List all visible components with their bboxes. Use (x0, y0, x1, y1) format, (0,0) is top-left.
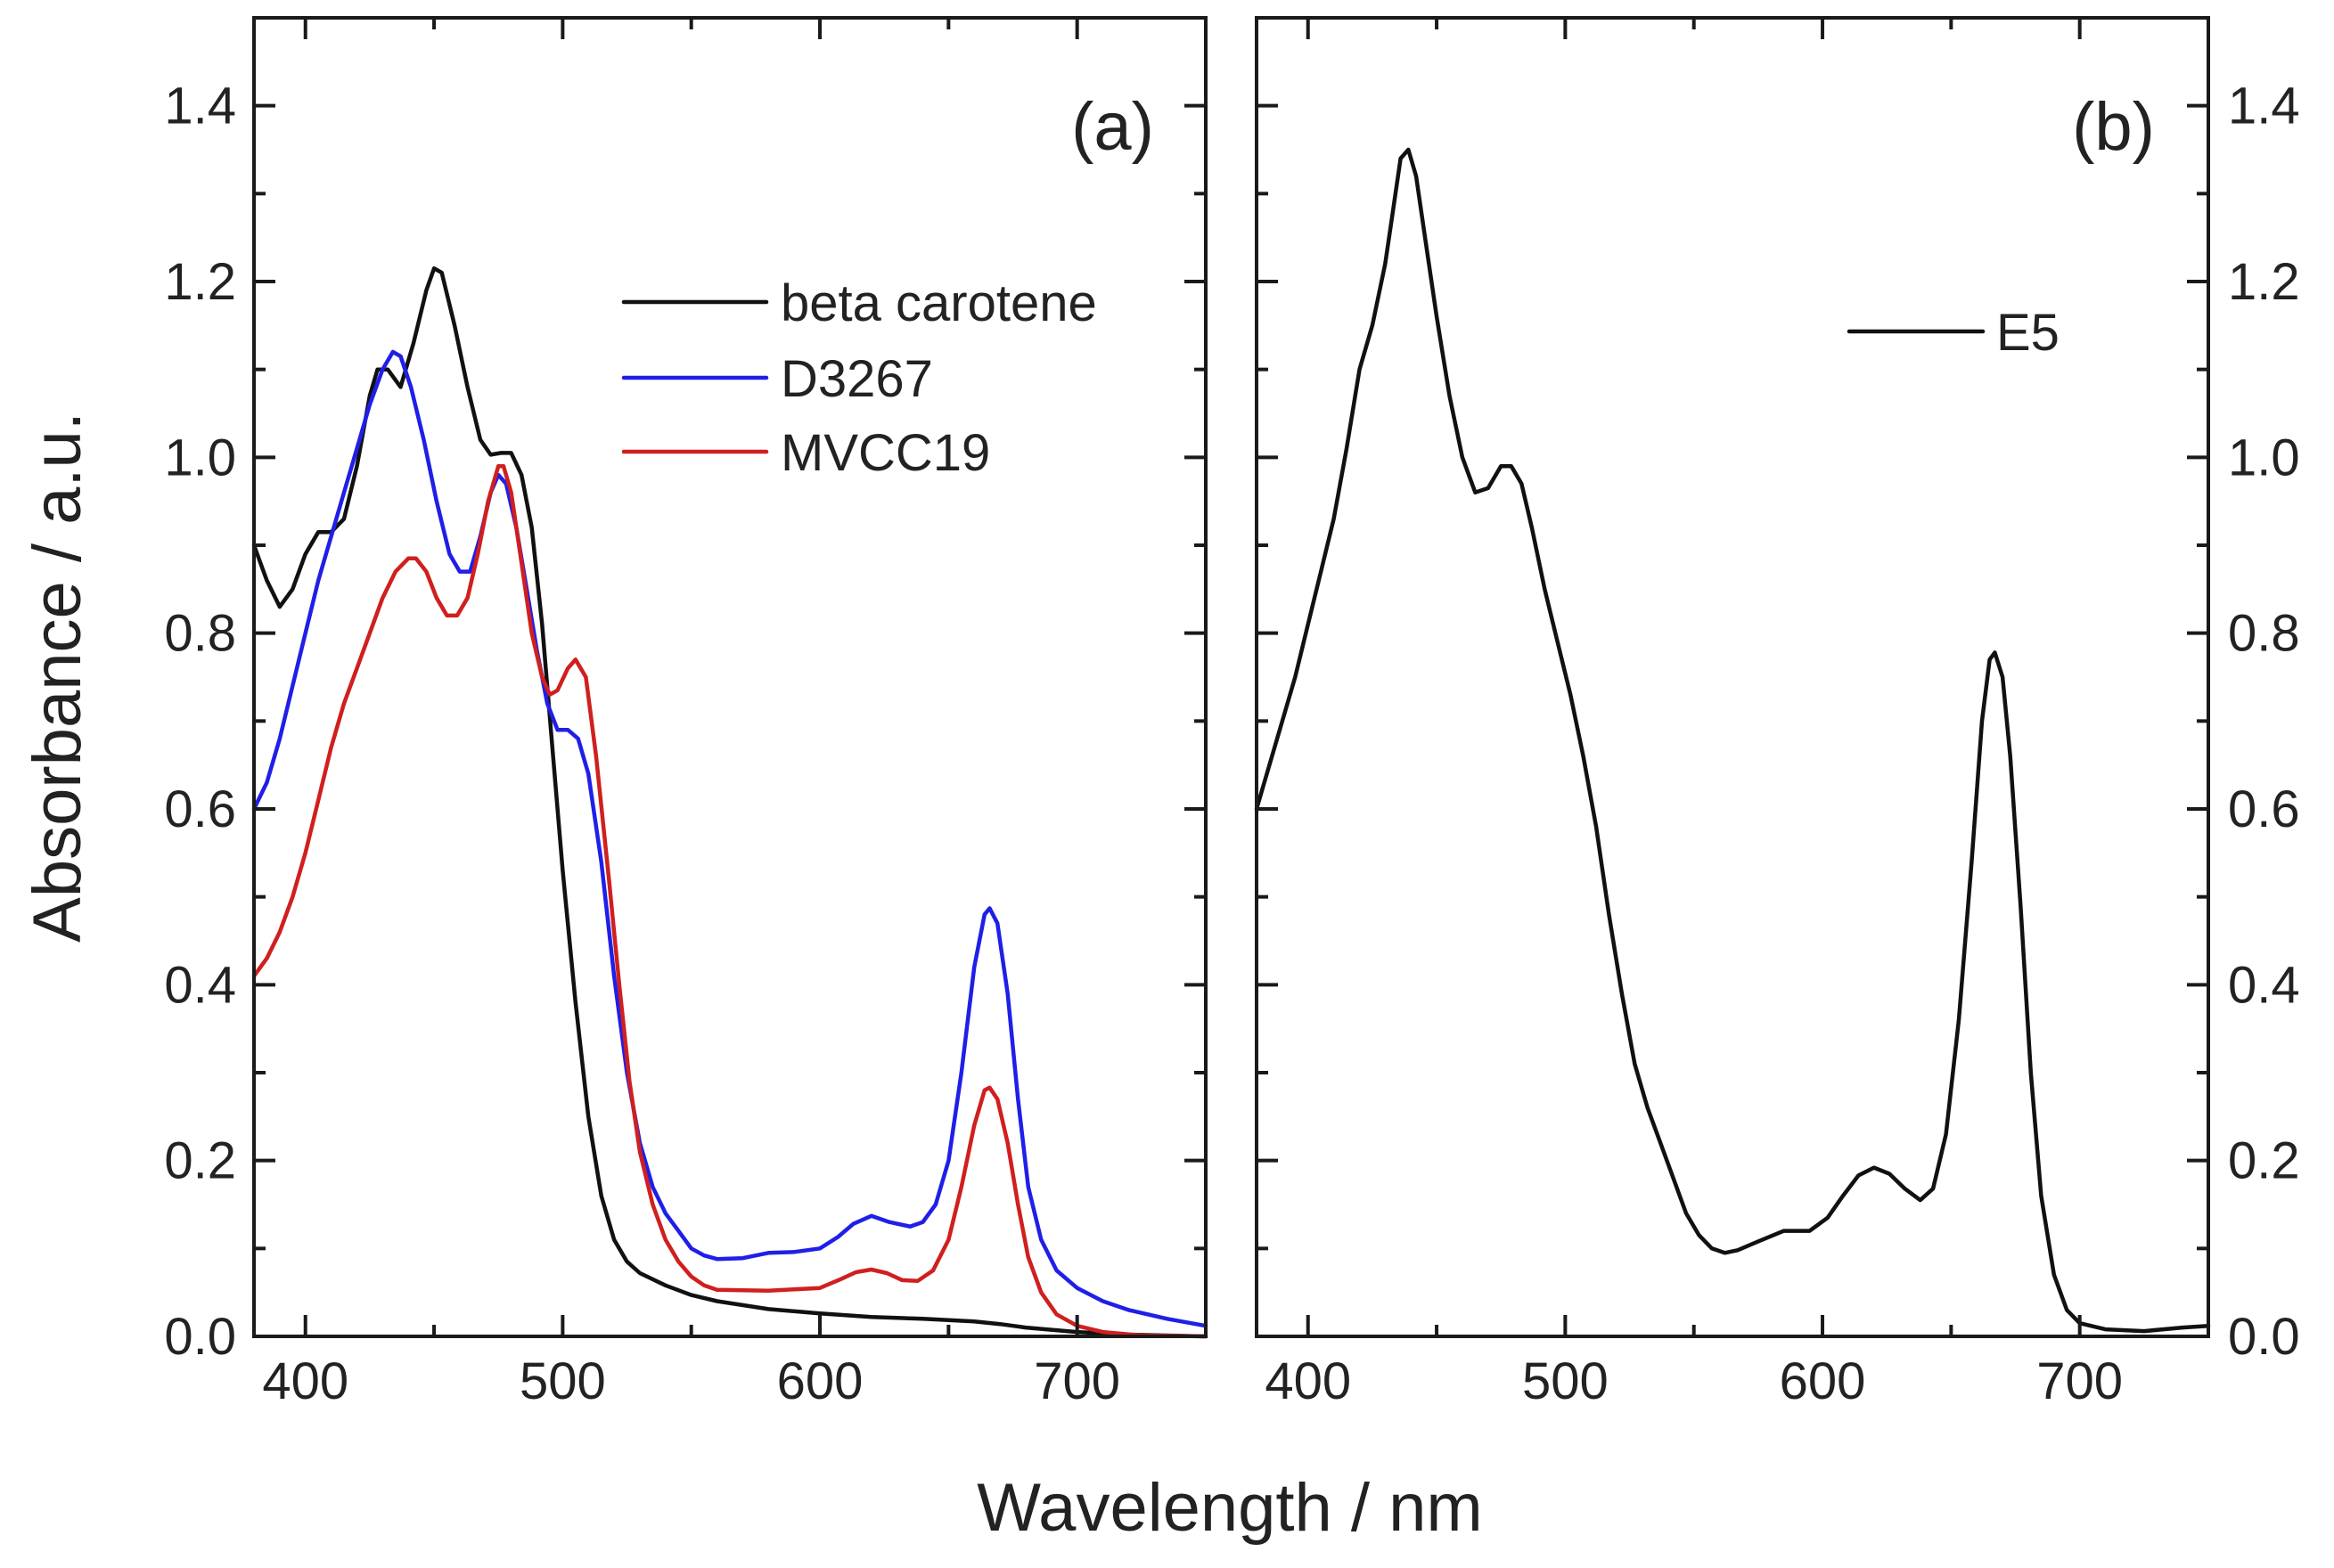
y-tick-label-1: 1.0 (2228, 429, 2300, 486)
panel-b-curves (1254, 147, 2211, 1334)
y-tick-label-0-6: 0.6 (164, 780, 236, 838)
y-tick-label-1-4: 1.4 (164, 78, 236, 135)
legend-label-mvcc19: MVCC19 (781, 424, 990, 482)
panel-b-legend: E5 (1847, 304, 2060, 362)
y-tick-label-1-2: 1.2 (164, 253, 236, 311)
series-line-beta-carotene (251, 265, 1208, 1339)
y-tick-label-0-2: 0.2 (2228, 1132, 2300, 1190)
panel-b-frame (1255, 16, 2210, 1338)
x-tick-label-600: 600 (1780, 1352, 1866, 1410)
y-tick-label-0: 0.0 (2228, 1308, 2300, 1366)
series-line-e5 (1254, 147, 2211, 1334)
legend-label-e5: E5 (1996, 304, 2060, 362)
x-tick-label-700: 700 (2036, 1352, 2123, 1410)
y-tick-label-0-8: 0.8 (164, 605, 236, 663)
x-tick-label-700: 700 (1034, 1352, 1120, 1410)
x-tick-label-400: 400 (1265, 1352, 1351, 1410)
panel-a-curves (251, 265, 1208, 1339)
y-tick-label-0: 0.0 (164, 1308, 236, 1366)
y-tick-label-0-4: 0.4 (2228, 956, 2300, 1014)
legend-label-beta-carotene: beta carotene (781, 274, 1097, 332)
panel-a-frame (252, 16, 1208, 1338)
x-tick-label-500: 500 (520, 1352, 606, 1410)
x-tick-label-400: 400 (262, 1352, 348, 1410)
y-axis-title: Absorbance / a.u. (20, 412, 95, 943)
series-line-mvcc19 (251, 463, 1208, 1339)
y-tick-label-1-4: 1.4 (2228, 78, 2300, 135)
panel-b-label: (b) (2072, 89, 2155, 165)
x-tick-label-600: 600 (777, 1352, 864, 1410)
panel-a-ticks: 400 500 600 700 0.0 0.2 0.4 0.6 0.8 1.0 1.2 1.4 (164, 18, 1208, 1410)
panel-a: 400 500 600 700 0.0 0.2 0.4 0.6 0.8 1.0 1.2 1.4 (a)… (164, 16, 1208, 1410)
panel-a-legend: beta carotene D3267 MVCC19 (621, 274, 1097, 482)
y-tick-label-0-4: 0.4 (164, 956, 236, 1014)
legend-label-d3267: D3267 (781, 350, 933, 408)
panel-b: 400 500 600 700 0.0 0.2 0.4 0.6 0.8 1.0 1.2 1.4 (b)… (1254, 16, 2300, 1410)
x-tick-label-500: 500 (1522, 1352, 1609, 1410)
y-tick-label-1: 1.0 (164, 429, 236, 486)
y-tick-label-1-2: 1.2 (2228, 253, 2300, 311)
panel-a-label: (a) (1071, 89, 1154, 165)
x-axis-title: Wavelength / nm (977, 1470, 1482, 1546)
y-tick-label-0-2: 0.2 (164, 1132, 236, 1190)
panel-b-ticks: 400 500 600 700 0.0 0.2 0.4 0.6 0.8 1.0 1.2 1.4 (1257, 18, 2300, 1410)
y-tick-label-0-6: 0.6 (2228, 780, 2300, 838)
y-tick-label-0-8: 0.8 (2228, 605, 2300, 663)
